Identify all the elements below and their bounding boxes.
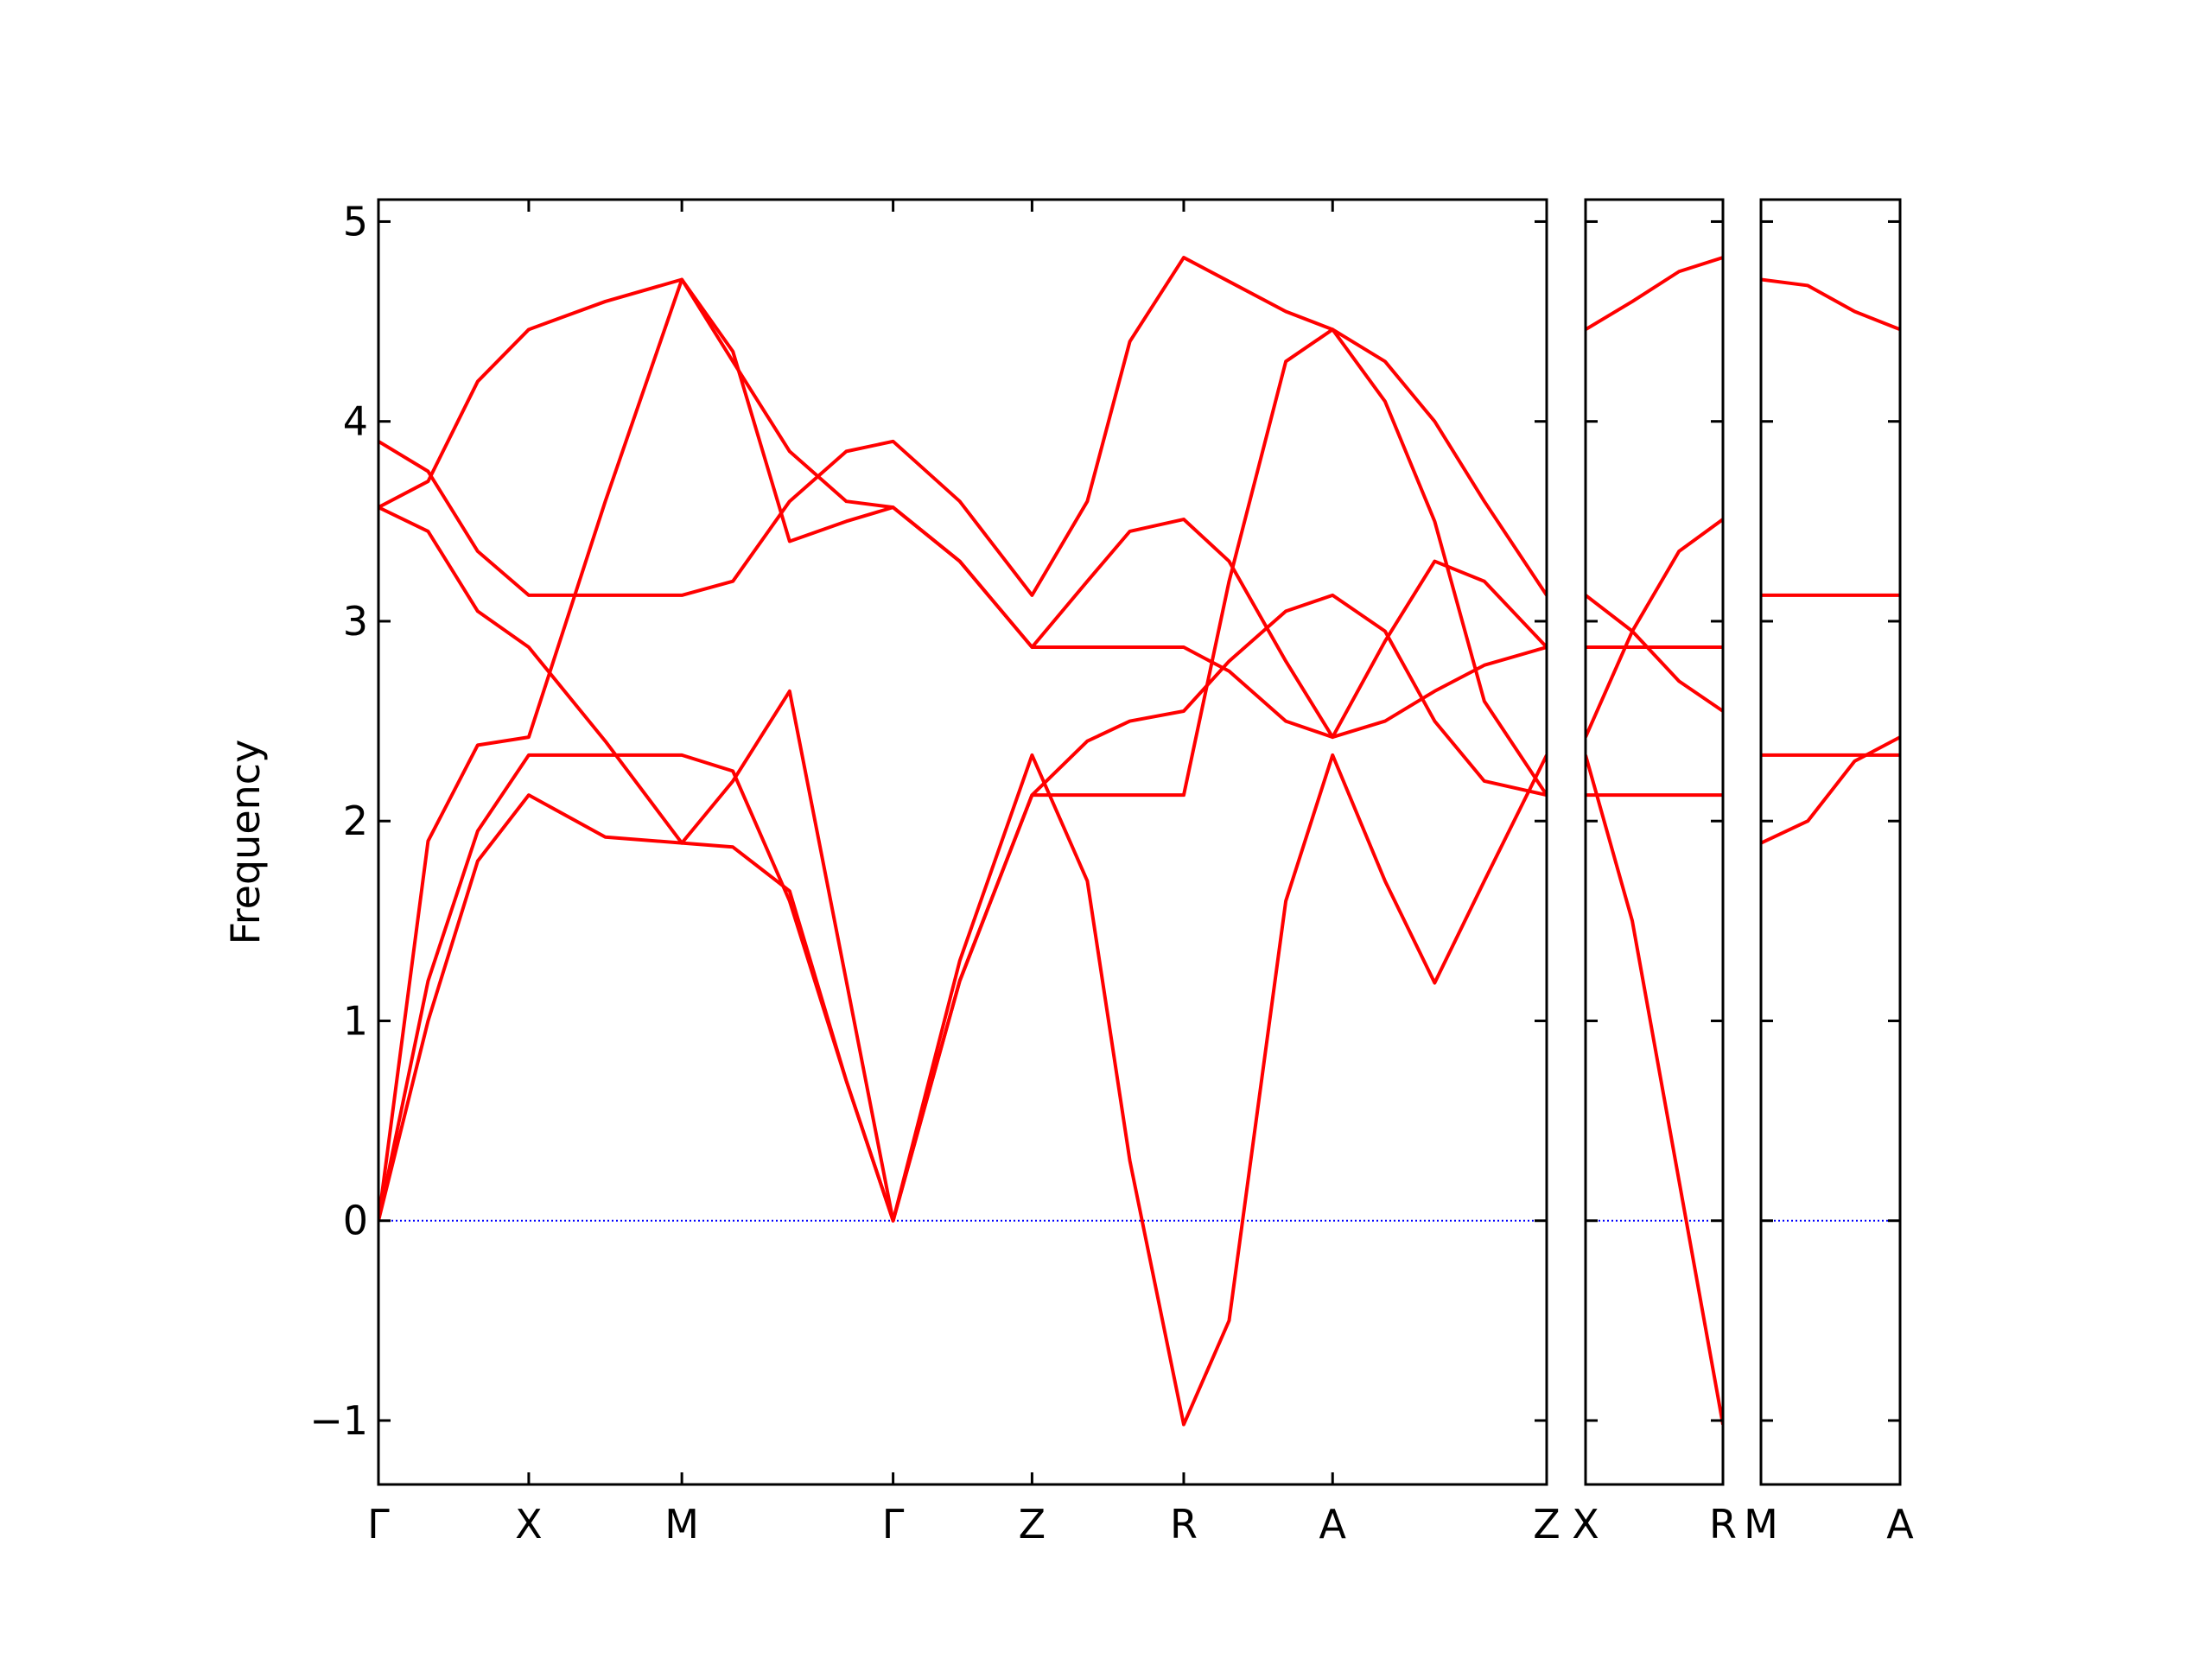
y-tick-label: 1 [343,997,368,1044]
y-tick-label: −1 [309,1397,368,1444]
band-line [378,256,1547,597]
x-tick-label: R [1709,1501,1737,1548]
axes-frame [1584,198,1725,1486]
band-line [1586,256,1723,332]
band-line [378,277,1547,1221]
axes-frame [377,198,1548,1486]
band-line [1761,277,1900,332]
y-tick-label: 2 [343,798,368,844]
band-line [1586,518,1723,738]
x-tick-label: Γ [367,1501,390,1548]
y-tick-label: 5 [343,198,368,245]
x-tick-label: A [1886,1501,1914,1548]
y-tick-label: 3 [343,598,368,645]
x-tick-label: X [1572,1501,1599,1548]
axes-frame [1759,198,1902,1486]
band-line [378,327,1547,1223]
y-tick-label: 4 [343,398,368,445]
band-line [1761,735,1900,845]
band-line [1586,754,1723,1425]
y-tick-label: 0 [343,1198,368,1244]
x-tick-label: Z [1533,1501,1560,1548]
y-axis-label: Frequency [222,740,269,945]
x-tick-label: R [1170,1501,1198,1548]
x-tick-label: Γ [882,1501,905,1548]
x-tick-label: A [1319,1501,1347,1548]
band-line [1586,594,1723,713]
band-line [378,753,1547,1427]
x-tick-label: Z [1019,1501,1046,1548]
x-tick-label: M [1744,1501,1778,1548]
x-tick-label: X [515,1501,543,1548]
x-tick-label: M [664,1501,699,1548]
